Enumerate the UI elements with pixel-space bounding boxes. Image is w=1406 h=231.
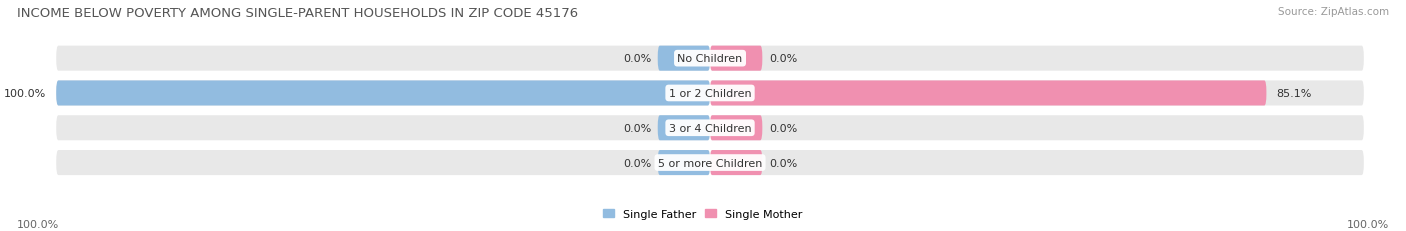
- Text: 0.0%: 0.0%: [623, 54, 651, 64]
- Text: INCOME BELOW POVERTY AMONG SINGLE-PARENT HOUSEHOLDS IN ZIP CODE 45176: INCOME BELOW POVERTY AMONG SINGLE-PARENT…: [17, 7, 578, 20]
- Text: 0.0%: 0.0%: [623, 123, 651, 133]
- FancyBboxPatch shape: [710, 46, 1364, 71]
- FancyBboxPatch shape: [710, 81, 1364, 106]
- Text: 5 or more Children: 5 or more Children: [658, 158, 762, 168]
- Text: 1 or 2 Children: 1 or 2 Children: [669, 88, 751, 99]
- Text: Source: ZipAtlas.com: Source: ZipAtlas.com: [1278, 7, 1389, 17]
- FancyBboxPatch shape: [710, 150, 762, 175]
- Text: 0.0%: 0.0%: [769, 158, 797, 168]
- FancyBboxPatch shape: [56, 46, 710, 71]
- FancyBboxPatch shape: [56, 150, 710, 175]
- FancyBboxPatch shape: [710, 81, 1267, 106]
- FancyBboxPatch shape: [710, 116, 1364, 141]
- Text: 3 or 4 Children: 3 or 4 Children: [669, 123, 751, 133]
- FancyBboxPatch shape: [56, 116, 710, 141]
- Text: 0.0%: 0.0%: [623, 158, 651, 168]
- FancyBboxPatch shape: [710, 150, 1364, 175]
- FancyBboxPatch shape: [56, 81, 710, 106]
- Text: 0.0%: 0.0%: [769, 54, 797, 64]
- FancyBboxPatch shape: [658, 46, 710, 71]
- Text: 100.0%: 100.0%: [17, 219, 59, 229]
- FancyBboxPatch shape: [710, 116, 762, 141]
- Legend: Single Father, Single Mother: Single Father, Single Mother: [599, 204, 807, 223]
- FancyBboxPatch shape: [710, 46, 762, 71]
- Text: 85.1%: 85.1%: [1277, 88, 1312, 99]
- FancyBboxPatch shape: [658, 116, 710, 141]
- FancyBboxPatch shape: [658, 150, 710, 175]
- Text: 100.0%: 100.0%: [1347, 219, 1389, 229]
- Text: No Children: No Children: [678, 54, 742, 64]
- Text: 100.0%: 100.0%: [4, 88, 46, 99]
- Text: 0.0%: 0.0%: [769, 123, 797, 133]
- FancyBboxPatch shape: [56, 81, 710, 106]
